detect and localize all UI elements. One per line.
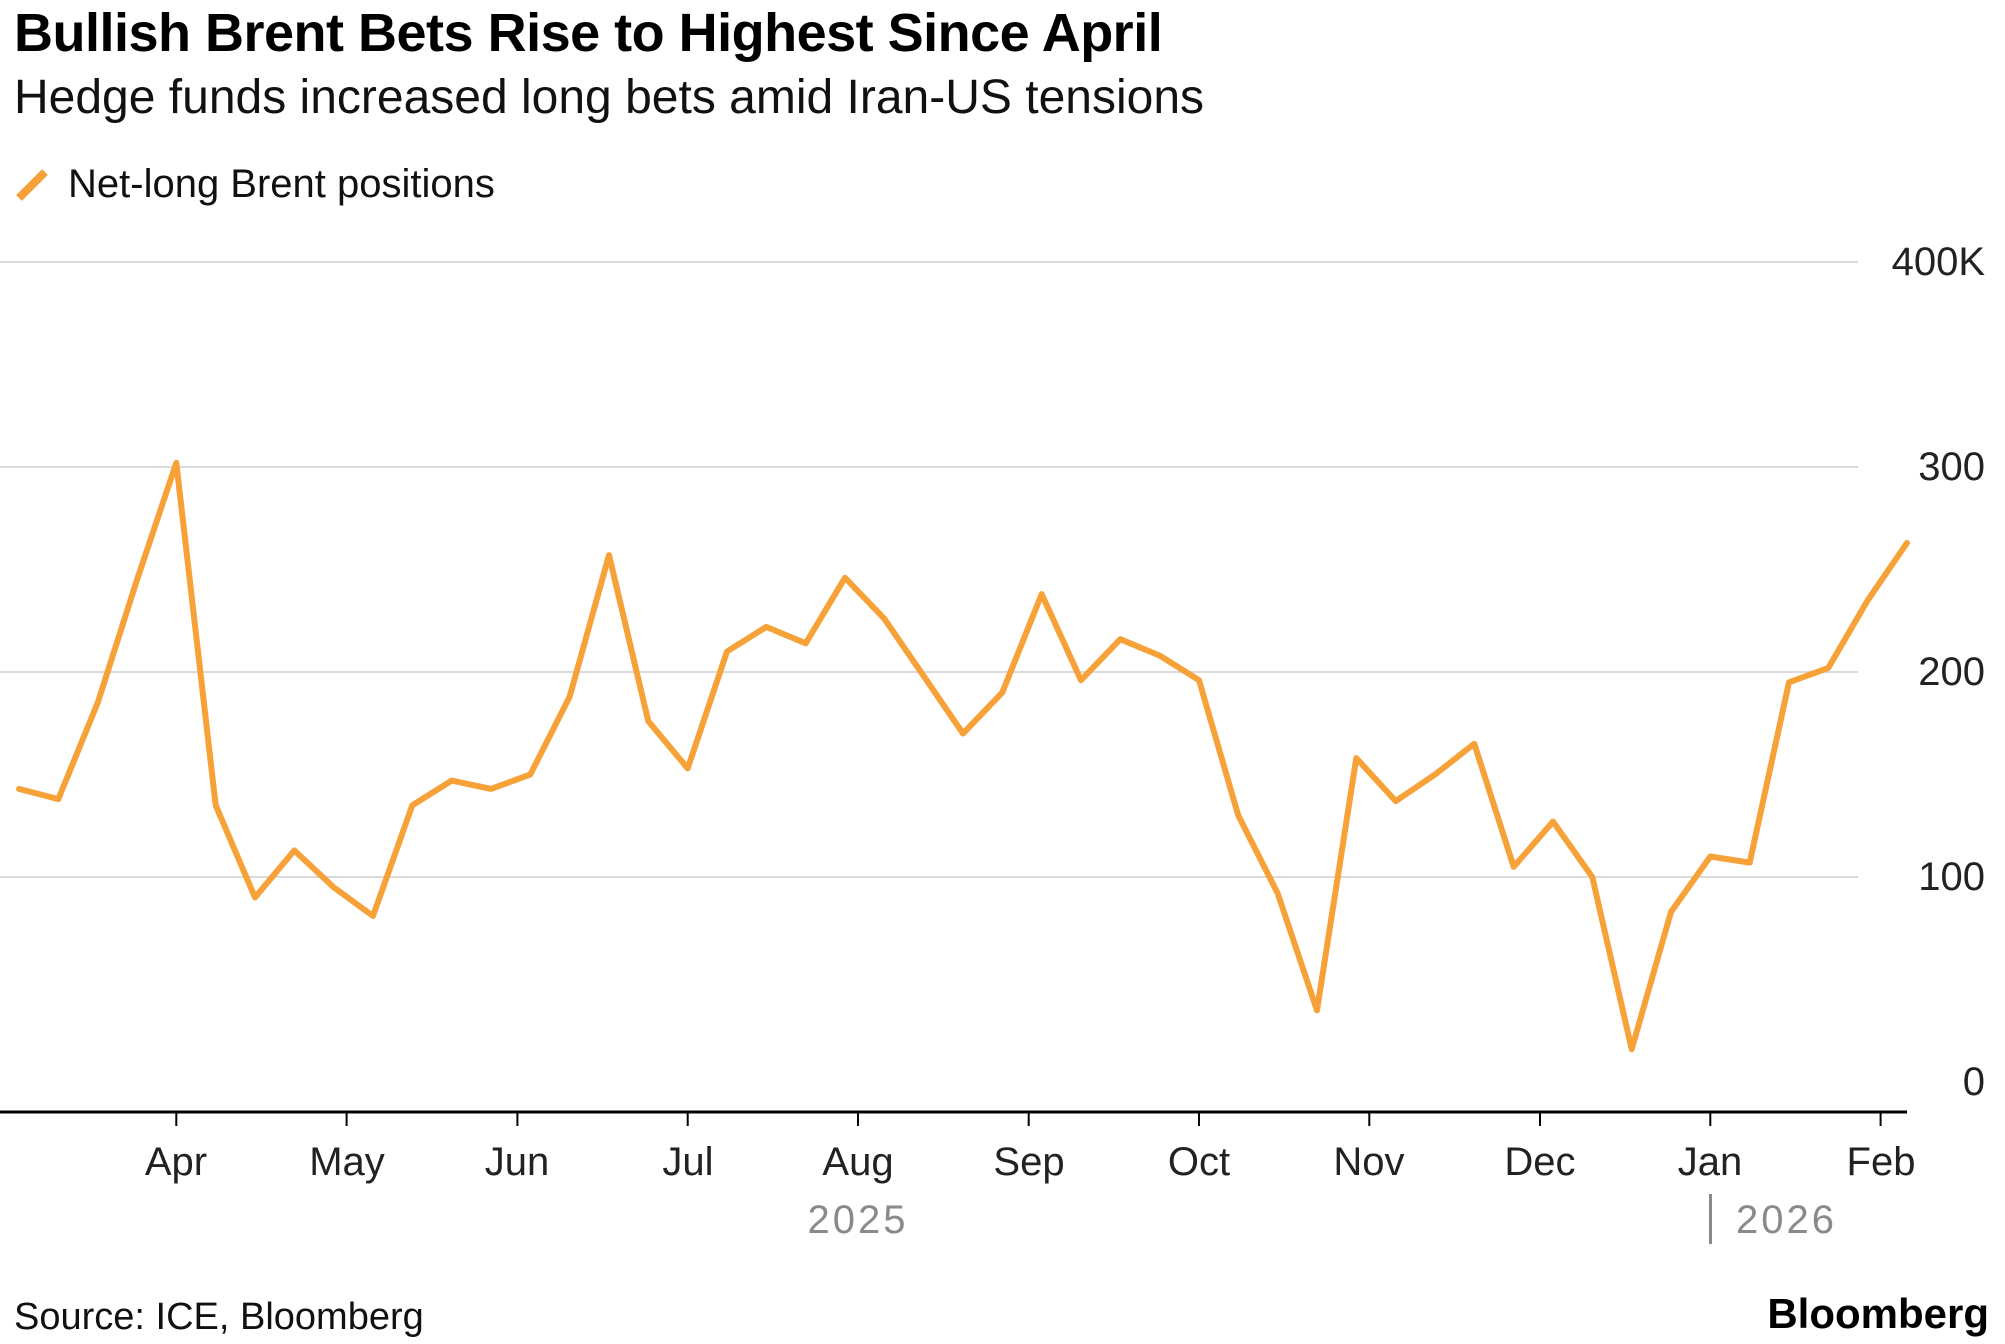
bloomberg-logo: Bloomberg	[1767, 1290, 1989, 1337]
legend-line-mark-icon	[16, 168, 48, 201]
legend: Net-long Brent positions	[14, 162, 495, 207]
legend-label: Net-long Brent positions	[68, 162, 495, 206]
source-note: Source: ICE, Bloomberg	[14, 1296, 424, 1338]
chart-subtitle: Hedge funds increased long bets amid Ira…	[14, 71, 1205, 124]
chart-title: Bullish Brent Bets Rise to Highest Since…	[14, 3, 1163, 63]
net-long-brent-series-line	[16, 459, 1910, 1053]
